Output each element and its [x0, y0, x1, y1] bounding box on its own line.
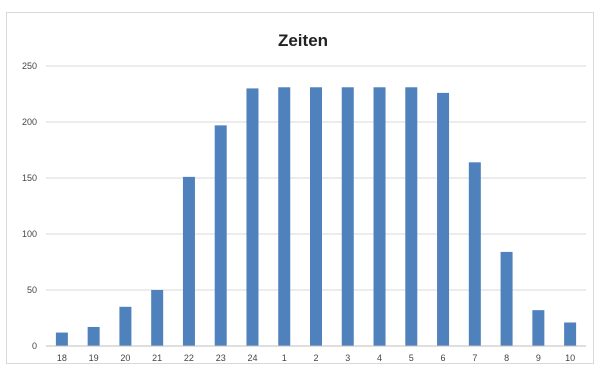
bar-22 — [182, 176, 195, 346]
bar-19 — [87, 326, 100, 346]
x-tick-label: 22 — [184, 353, 194, 363]
bar-3 — [341, 87, 354, 346]
y-tick-label: 50 — [27, 285, 37, 295]
y-axis-ticks: 0 50 100 150 200 250 — [22, 61, 37, 351]
x-tick-label: 7 — [472, 353, 477, 363]
x-tick-label: 5 — [409, 353, 414, 363]
bar-10 — [564, 322, 577, 346]
bar-1 — [278, 87, 291, 346]
chart-frame — [6, 12, 594, 364]
y-tick-label: 150 — [22, 173, 37, 183]
chart-title: Zeiten — [278, 31, 328, 50]
x-tick-label: 20 — [120, 353, 130, 363]
bar-6 — [437, 92, 450, 346]
x-tick-label: 19 — [89, 353, 99, 363]
x-tick-label: 6 — [441, 353, 446, 363]
bar-7 — [468, 162, 481, 346]
x-tick-label: 21 — [152, 353, 162, 363]
y-tick-label: 0 — [32, 341, 37, 351]
x-tick-label: 9 — [536, 353, 541, 363]
bars — [55, 87, 577, 347]
x-axis-ticks: 18 19 20 21 22 23 24 1 2 3 4 5 6 7 8 9 10 — [57, 353, 575, 363]
bar-18 — [55, 332, 68, 346]
x-tick-label: 10 — [565, 353, 575, 363]
x-tick-label: 2 — [313, 353, 318, 363]
y-tick-label: 250 — [22, 61, 37, 71]
bar-4 — [373, 87, 386, 346]
bar-9 — [532, 310, 545, 346]
x-tick-label: 23 — [216, 353, 226, 363]
x-tick-label: 8 — [504, 353, 509, 363]
bar-23 — [214, 125, 227, 346]
bar-21 — [151, 290, 164, 346]
bar-24 — [246, 88, 259, 347]
x-tick-label: 18 — [57, 353, 67, 363]
bar-2 — [310, 87, 322, 346]
bar-20 — [119, 306, 132, 346]
x-tick-label: 4 — [377, 353, 382, 363]
y-tick-label: 100 — [22, 229, 37, 239]
bar-5 — [405, 87, 418, 346]
x-tick-label: 1 — [282, 353, 287, 363]
x-tick-label: 24 — [247, 353, 257, 363]
x-tick-label: 3 — [345, 353, 350, 363]
y-tick-label: 200 — [22, 117, 37, 127]
bar-8 — [500, 251, 513, 346]
